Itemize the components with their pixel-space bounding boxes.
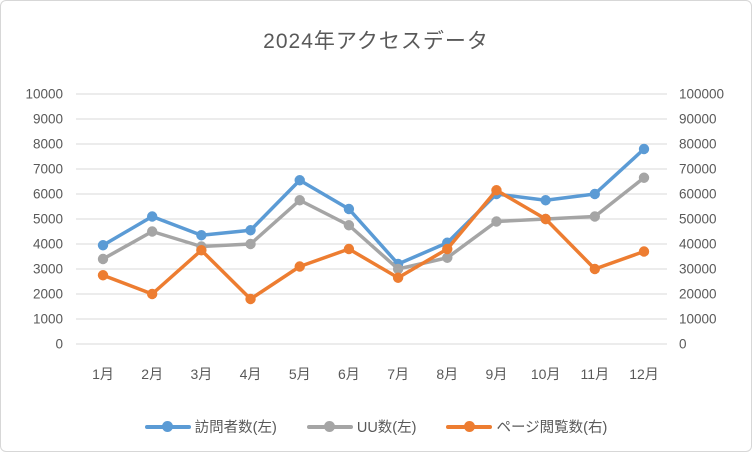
data-point-marker: [97, 253, 109, 265]
y-axis-right-tick: 70000: [679, 162, 717, 177]
data-point-marker: [97, 240, 109, 251]
y-axis-left-tick: 0: [55, 337, 63, 352]
data-point-marker: [589, 211, 601, 222]
y-axis-left-tick: 5000: [33, 212, 63, 227]
legend-label-visitors: 訪問者数(左): [194, 420, 277, 436]
y-axis-right-tick: 90000: [679, 112, 717, 127]
x-axis-tick: 9月: [486, 366, 508, 382]
data-point-marker: [589, 263, 601, 275]
x-axis-tick: 5月: [289, 366, 311, 382]
series-line-2: [101, 188, 646, 301]
data-point-marker: [146, 226, 158, 237]
y-axis-right-tick: 0: [679, 337, 687, 352]
y-axis-left-tick: 7000: [33, 162, 63, 177]
y-axis-right-tick: 10000: [679, 312, 717, 327]
x-axis-tick: 10月: [531, 366, 561, 382]
y-axis-right-tick: 80000: [679, 137, 717, 152]
y-axis-right-tick: 100000: [679, 87, 724, 102]
data-point-marker: [294, 175, 305, 186]
data-point-marker: [196, 245, 207, 256]
data-point-marker: [245, 225, 256, 236]
legend-item-visitors: 訪問者数(左): [144, 416, 277, 437]
legend-item-pageviews: ページ閲覧数(右): [446, 416, 607, 437]
x-axis-tick: 4月: [240, 366, 262, 382]
data-point-marker: [97, 270, 109, 281]
x-axis-tick: 12月: [629, 366, 659, 382]
data-point-marker: [589, 188, 601, 200]
gridlines: [76, 93, 667, 345]
data-point-marker: [442, 252, 453, 263]
y-axis-left-tick: 1000: [33, 312, 63, 327]
data-point-marker: [146, 211, 158, 222]
data-point-marker: [540, 195, 551, 206]
legend-label-pageviews: ページ閲覧数(右): [496, 420, 608, 436]
data-point-marker: [343, 220, 355, 231]
visitors-line-marker-icon: [144, 421, 191, 432]
y-axis-right-tick: 60000: [679, 187, 717, 202]
data-point-marker: [392, 263, 404, 275]
y-axis-left-tick: 9000: [33, 112, 63, 127]
y-axis-right-tick: 40000: [679, 237, 717, 252]
legend-label-uu: UU数(左): [356, 420, 417, 436]
x-axis-tick: 6月: [338, 366, 360, 382]
data-point-marker: [343, 203, 355, 215]
y-axis-left-tick: 8000: [33, 137, 63, 152]
y-axis-right-tick: 30000: [679, 262, 717, 277]
data-point-marker: [245, 238, 256, 250]
uu-line-marker-icon: [306, 421, 353, 432]
x-axis-tick: 8月: [436, 366, 458, 382]
y-axis-left-tick: 10000: [25, 87, 63, 102]
y-axis-left-tick: 3000: [33, 262, 63, 277]
data-point-marker: [196, 230, 207, 241]
x-axis-tick: 7月: [387, 366, 409, 382]
series-line-0: [101, 147, 646, 266]
data-point-marker: [442, 243, 453, 255]
y-axis-left-tick: 4000: [33, 237, 63, 252]
data-point-marker: [540, 213, 551, 225]
x-axis-tick: 3月: [190, 366, 212, 382]
legend: 訪問者数(左) UU数(左) ページ閲覧数(右): [1, 416, 751, 437]
data-point-marker: [491, 185, 502, 196]
data-point-marker: [146, 288, 158, 300]
data-point-marker: [343, 243, 355, 255]
chart-title: 2024年アクセスデータ: [263, 30, 489, 53]
x-axis-tick: 2月: [141, 366, 163, 382]
data-point-marker: [638, 246, 650, 257]
x-axis-labels: 1月 2月 3月 4月 5月 6月 7月 8月 9月 10月 11月 12月: [92, 366, 659, 382]
y-axis-left-tick: 2000: [33, 287, 63, 302]
y-axis-right-tick: 50000: [679, 212, 717, 227]
data-point-marker: [245, 293, 256, 305]
series-lines: [97, 143, 650, 305]
y-axis-left-tick: 6000: [33, 187, 63, 202]
pageviews-line-marker-icon: [446, 421, 493, 432]
data-point-marker: [638, 172, 650, 183]
data-point-marker: [392, 272, 404, 283]
data-point-marker: [294, 195, 305, 206]
y-axis-right-tick: 20000: [679, 287, 717, 302]
y-axis-right-labels: 0 10000 20000 30000 40000 50000 60000 70000 8000…: [679, 87, 724, 352]
data-point-marker: [294, 261, 305, 272]
series-line-1: [101, 176, 646, 271]
y-axis-left-labels: 0 1000 2000 3000 4000 5000 6000 7000 8000 9000 100…: [25, 87, 63, 352]
legend-item-uu: UU数(左): [306, 416, 417, 437]
data-point-marker: [491, 216, 502, 227]
x-axis-tick: 1月: [92, 366, 114, 382]
data-point-marker: [638, 143, 650, 155]
x-axis-tick: 11月: [581, 366, 610, 382]
